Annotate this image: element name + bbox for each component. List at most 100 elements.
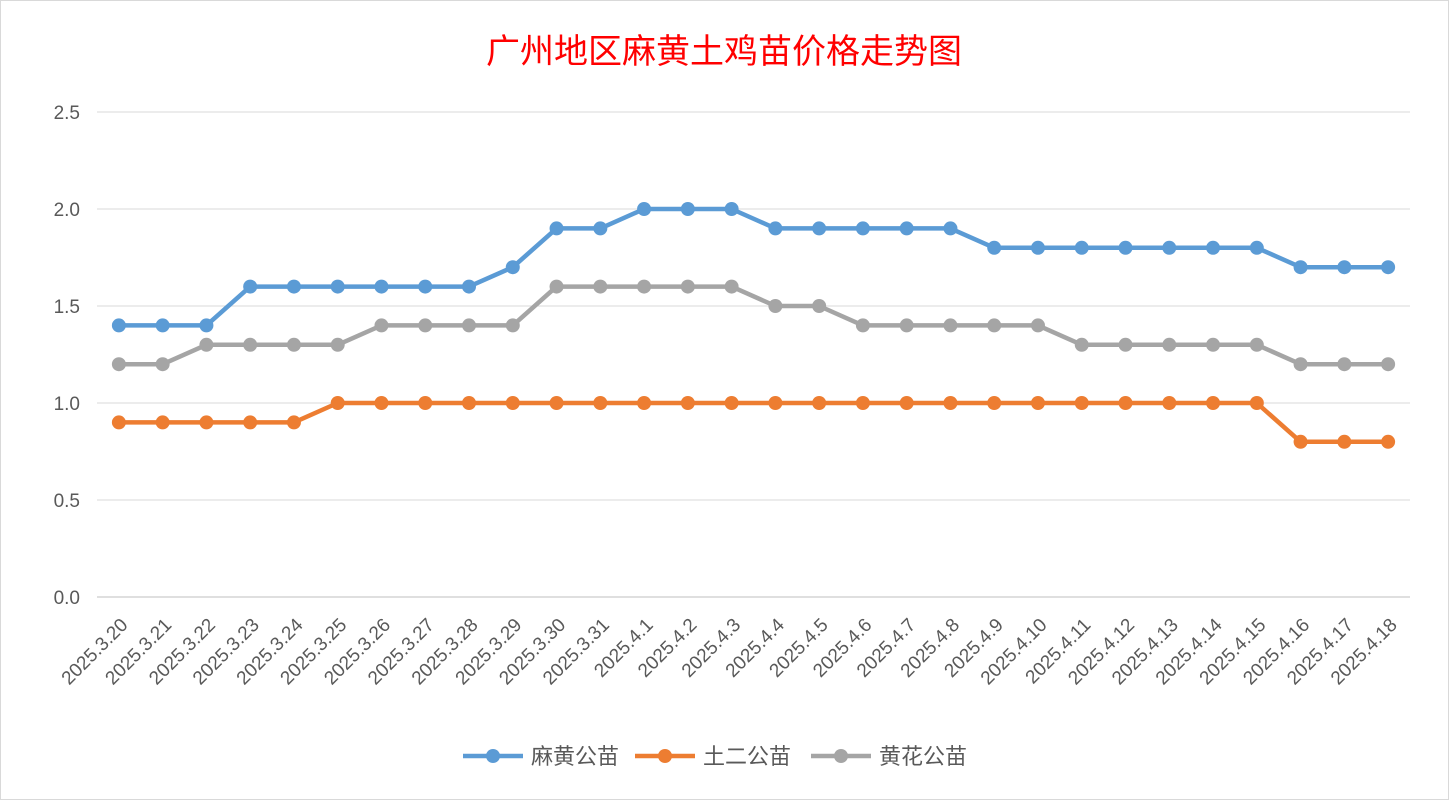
data-point xyxy=(374,396,389,410)
data-point xyxy=(1206,240,1221,255)
data-point xyxy=(1206,396,1221,410)
data-point xyxy=(768,396,783,410)
data-point xyxy=(855,318,870,333)
legend-label: 麻黄公苗 xyxy=(531,745,619,770)
data-point xyxy=(812,221,827,236)
data-point xyxy=(1030,396,1045,410)
data-point xyxy=(418,318,433,333)
data-point xyxy=(199,415,214,430)
series-line xyxy=(116,400,1391,445)
y-axis-ticks: 0.0 0.5 1.0 1.5 2.0 2.5 xyxy=(54,103,80,609)
data-point xyxy=(593,221,608,236)
data-point xyxy=(418,396,433,410)
data-point xyxy=(1030,318,1045,333)
data-point xyxy=(1381,357,1396,372)
data-point xyxy=(1249,337,1264,352)
data-point xyxy=(155,415,170,430)
data-point xyxy=(549,279,564,294)
series-line xyxy=(116,284,1391,367)
data-point xyxy=(680,396,695,410)
data-point xyxy=(549,221,564,236)
data-point xyxy=(680,279,695,294)
data-point xyxy=(987,318,1002,333)
legend-label: 黄花公苗 xyxy=(879,745,967,770)
data-point xyxy=(724,202,739,216)
y-tick-label: 2.0 xyxy=(54,200,80,221)
data-point xyxy=(155,318,170,333)
data-point xyxy=(199,337,214,352)
data-point xyxy=(1162,396,1177,410)
data-point xyxy=(987,396,1002,410)
data-point xyxy=(505,318,520,333)
data-point xyxy=(812,299,827,313)
data-point xyxy=(855,396,870,410)
data-point xyxy=(462,396,477,410)
data-point xyxy=(418,279,433,294)
data-point xyxy=(1293,357,1308,372)
legend: 麻黄公苗 土二公苗 黄花公苗 xyxy=(463,745,967,770)
data-point xyxy=(1249,240,1264,255)
data-point xyxy=(943,318,958,333)
data-point xyxy=(462,279,477,294)
data-point xyxy=(286,279,301,294)
data-point xyxy=(1074,396,1089,410)
data-point xyxy=(330,396,345,410)
data-point xyxy=(505,396,520,410)
data-point xyxy=(1293,434,1308,449)
data-point xyxy=(155,357,170,372)
data-point xyxy=(899,221,914,236)
data-point xyxy=(1337,434,1352,449)
data-point xyxy=(812,396,827,410)
data-point xyxy=(637,202,652,216)
data-point xyxy=(768,221,783,236)
data-point xyxy=(987,240,1002,255)
data-point xyxy=(899,318,914,333)
y-tick-label: 1.0 xyxy=(54,394,80,415)
data-point xyxy=(1381,260,1396,275)
data-point xyxy=(1118,240,1133,255)
data-point xyxy=(549,396,564,410)
data-point xyxy=(637,279,652,294)
data-point xyxy=(1162,337,1177,352)
series-line xyxy=(116,206,1391,328)
data-point xyxy=(1162,240,1177,255)
data-point xyxy=(768,299,783,313)
legend-item: 黄花公苗 xyxy=(811,745,967,770)
data-point xyxy=(1249,396,1264,410)
data-point xyxy=(111,318,126,333)
data-point xyxy=(374,279,389,294)
data-point xyxy=(943,396,958,410)
data-point xyxy=(111,357,126,372)
x-axis-ticks: 2025.3.202025.3.212025.3.222025.3.232025… xyxy=(58,614,1402,689)
data-point xyxy=(593,279,608,294)
series-1 xyxy=(111,202,1396,333)
legend-label: 土二公苗 xyxy=(703,745,791,770)
series-layer xyxy=(111,202,1396,449)
data-point xyxy=(286,415,301,430)
data-point xyxy=(943,221,958,236)
legend-item: 土二公苗 xyxy=(635,745,791,770)
legend-marker xyxy=(658,749,672,763)
chart-title: 广州地区麻黄土鸡苗价格走势图 xyxy=(486,32,962,72)
data-point xyxy=(505,260,520,275)
data-point xyxy=(1381,434,1396,449)
data-point xyxy=(286,337,301,352)
data-point xyxy=(899,396,914,410)
data-point xyxy=(1293,260,1308,275)
data-point xyxy=(1074,337,1089,352)
data-point xyxy=(1030,240,1045,255)
data-point xyxy=(243,337,258,352)
data-point xyxy=(462,318,477,333)
data-point xyxy=(1337,260,1352,275)
gridlines xyxy=(97,111,1410,598)
y-tick-label: 0.0 xyxy=(54,588,80,609)
data-point xyxy=(111,415,126,430)
data-point xyxy=(593,396,608,410)
data-point xyxy=(1118,337,1133,352)
data-point xyxy=(330,337,345,352)
data-point xyxy=(1074,240,1089,255)
data-point xyxy=(1206,337,1221,352)
data-point xyxy=(1118,396,1133,410)
y-tick-label: 1.5 xyxy=(54,297,80,318)
series-3 xyxy=(111,279,1396,372)
